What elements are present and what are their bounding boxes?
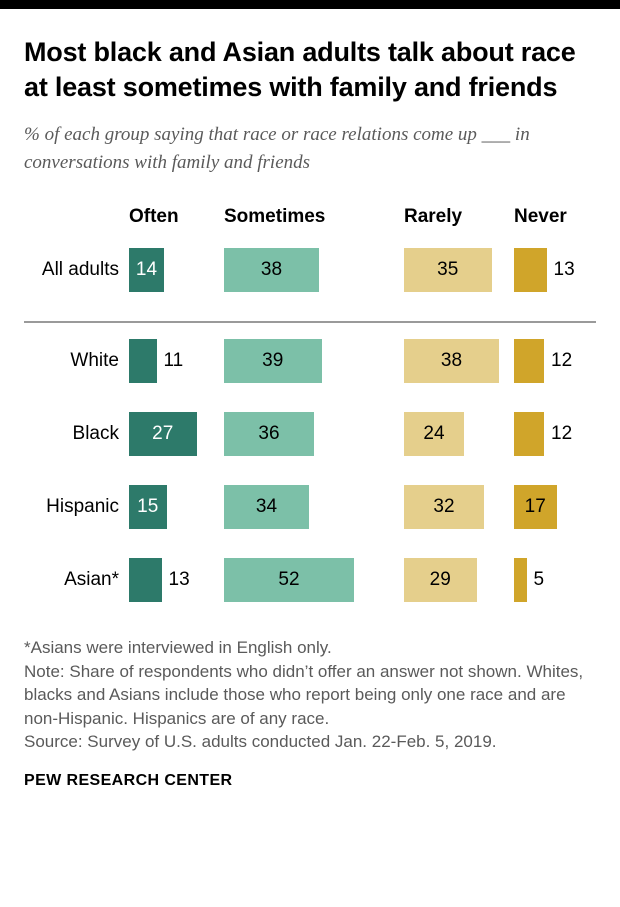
bar-track: 52 (224, 558, 404, 603)
bar-value-label: 35 (437, 259, 459, 281)
row-label: All adults (41, 259, 119, 281)
bar-often: 15 (129, 485, 167, 530)
bar-value-label: 24 (423, 423, 445, 445)
bar-never (514, 412, 544, 457)
bar-value-label: 13 (553, 259, 575, 281)
divider-line (24, 321, 596, 324)
bar-track: 12 (514, 339, 596, 384)
bar-never: 17 (514, 485, 557, 530)
bar-track: 12 (514, 412, 596, 457)
bar-value-label: 5 (533, 569, 545, 591)
bar-value-label: 38 (260, 259, 283, 281)
bar-track: 36 (224, 412, 404, 457)
bar-track: 24 (404, 412, 514, 457)
bar-track: 11 (129, 339, 224, 384)
pew-research-center-wordmark: PEW RESEARCH CENTER (24, 771, 233, 789)
column-header-often: Often (129, 206, 179, 228)
bar-chart: Often Sometimes Rarely Never All adults 14 38… (24, 206, 596, 603)
chart-row: All adults 14 38 35 13 (24, 248, 596, 293)
row-label: Hispanic (46, 496, 119, 518)
bar-sometimes: 39 (224, 339, 322, 384)
bar-value-label: 11 (163, 350, 184, 372)
bar-sometimes: 34 (224, 485, 309, 530)
bar-track: 15 (129, 485, 224, 530)
chart-rows: All adults 14 38 35 13 White 11 39 38 12 Black 27 36… (24, 248, 596, 603)
bar-value-label: 27 (152, 423, 174, 445)
footnotes: *Asians were interviewed in English only… (24, 636, 584, 753)
column-headers-row: Often Sometimes Rarely Never (24, 206, 596, 228)
bar-rarely: 38 (404, 339, 499, 384)
bar-never (514, 558, 527, 603)
bar-track: 39 (224, 339, 404, 384)
bar-track: 5 (514, 558, 596, 603)
chart-row: Asian* 13 52 29 5 (24, 558, 596, 603)
bar-value-label: 52 (278, 569, 300, 591)
bar-never (514, 248, 547, 293)
bar-often: 14 (129, 248, 164, 293)
chart-row: Black 27 36 24 12 (24, 412, 596, 457)
bar-track: 13 (514, 248, 596, 293)
chart-card: Most black and Asian adults talk about r… (0, 9, 620, 830)
bar-value-label: 32 (433, 496, 455, 518)
bar-value-label: 15 (137, 496, 159, 518)
bar-often (129, 339, 157, 384)
column-header-never: Never (514, 206, 567, 228)
bar-value-label: 14 (135, 259, 158, 281)
bar-often (129, 558, 162, 603)
bar-track: 13 (129, 558, 224, 603)
bar-rarely: 35 (404, 248, 492, 293)
bar-value-label: 34 (255, 496, 278, 518)
bar-track: 17 (514, 485, 596, 530)
bar-often: 27 (129, 412, 197, 457)
bar-track: 14 (129, 248, 224, 293)
row-label: Asian* (64, 569, 119, 591)
footnote-asian: *Asians were interviewed in English only… (24, 638, 332, 658)
bar-value-label: 39 (262, 350, 284, 372)
chart-row: Hispanic 15 34 32 17 (24, 485, 596, 530)
chart-subtitle: % of each group saying that race or race… (24, 124, 530, 173)
bar-sometimes: 38 (224, 248, 319, 293)
bar-never (514, 339, 544, 384)
footnote-note: Note: Share of respondents who didn’t of… (24, 661, 584, 728)
bar-track: 38 (404, 339, 514, 384)
row-label: White (70, 350, 119, 372)
column-header-rarely: Rarely (404, 206, 463, 228)
column-header-sometimes: Sometimes (224, 206, 326, 228)
bar-sometimes: 36 (224, 412, 314, 457)
bar-rarely: 32 (404, 485, 484, 530)
row-label: Black (72, 423, 119, 445)
bar-track: 38 (224, 248, 404, 293)
bar-rarely: 29 (404, 558, 477, 603)
bar-value-label: 17 (524, 496, 546, 518)
bar-value-label: 12 (551, 423, 573, 445)
bar-track: 35 (404, 248, 514, 293)
bar-rarely: 24 (404, 412, 464, 457)
footnote-source: Source: Survey of U.S. adults conducted … (24, 732, 497, 752)
bar-value-label: 36 (258, 423, 280, 445)
bar-value-label: 12 (551, 350, 573, 372)
bar-track: 27 (129, 412, 224, 457)
bar-value-label: 29 (429, 569, 451, 591)
bar-track: 29 (404, 558, 514, 603)
bar-track: 32 (404, 485, 514, 530)
top-accent-bar (0, 0, 620, 9)
bar-value-label: 38 (440, 350, 463, 372)
bar-track: 34 (224, 485, 404, 530)
bar-value-label: 13 (168, 569, 190, 591)
bar-sometimes: 52 (224, 558, 354, 603)
page-title: Most black and Asian adults talk about r… (24, 37, 576, 103)
chart-row: White 11 39 38 12 (24, 339, 596, 384)
